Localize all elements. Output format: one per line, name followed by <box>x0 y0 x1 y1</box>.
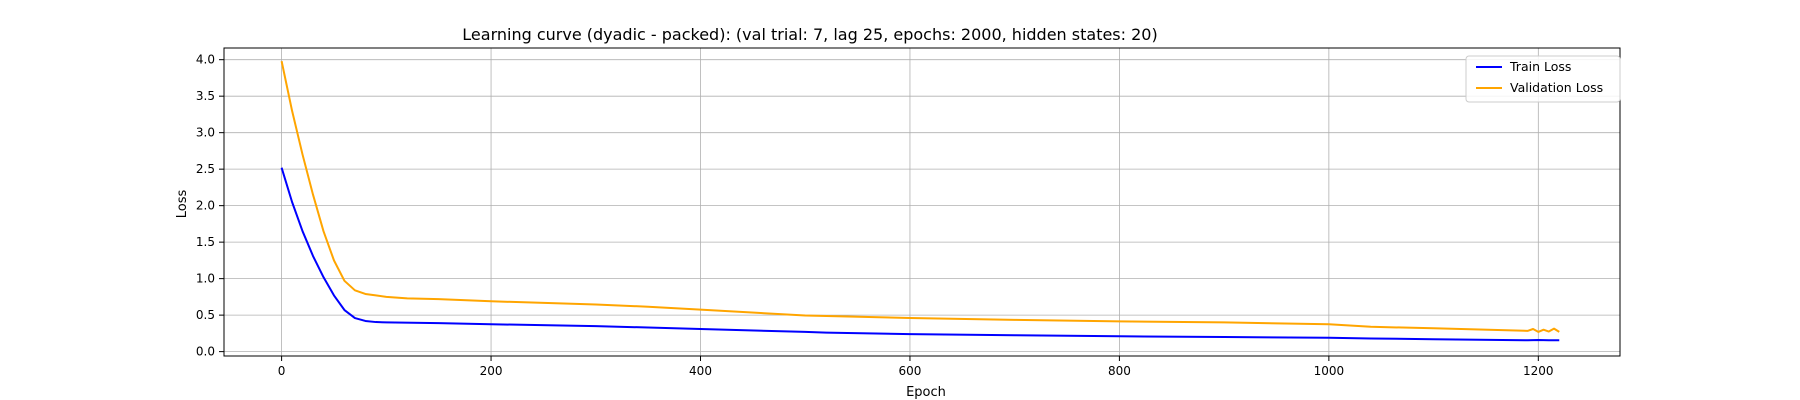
y-tick-label: 3.0 <box>196 126 215 140</box>
x-tick-label: 800 <box>1108 364 1131 378</box>
x-tick-label: 1000 <box>1314 364 1345 378</box>
x-tick-label: 600 <box>899 364 922 378</box>
series-line-train-loss <box>280 167 1560 342</box>
series-layer <box>280 60 1560 342</box>
y-tick-label: 0.5 <box>196 308 215 322</box>
plot-frame <box>223 47 1621 357</box>
x-tick-label: 400 <box>689 364 712 378</box>
legend-label-train-loss: Train Loss <box>1509 59 1571 74</box>
y-tick-label: 1.5 <box>196 235 215 249</box>
x-tick-label: 200 <box>480 364 503 378</box>
y-tick-label: 2.5 <box>196 162 215 176</box>
x-tick-label: 0 <box>278 364 286 378</box>
legend: Train Loss Validation Loss <box>1465 55 1621 103</box>
y-tick-label: 0.0 <box>196 345 215 359</box>
legend-label-validation-loss: Validation Loss <box>1510 80 1603 95</box>
y-axis: 0.0 0.5 1.0 1.5 2.0 2.5 3.0 3.5 4.0 <box>196 53 224 359</box>
chart-title: Learning curve (dyadic - packed): (val t… <box>462 25 1157 44</box>
y-tick-label: 4.0 <box>196 53 215 67</box>
x-axis-label: Epoch <box>906 385 946 400</box>
y-tick-label: 1.0 <box>196 272 215 286</box>
x-tick-label: 1200 <box>1523 364 1554 378</box>
grid <box>224 48 1620 356</box>
x-axis: 0 200 400 600 800 1000 1200 <box>278 356 1554 378</box>
y-tick-label: 2.0 <box>196 199 215 213</box>
legend-box <box>1465 55 1621 103</box>
series-line-validation-loss <box>280 60 1560 333</box>
y-tick-label: 3.5 <box>196 89 215 103</box>
y-axis-label: Loss <box>175 190 190 219</box>
